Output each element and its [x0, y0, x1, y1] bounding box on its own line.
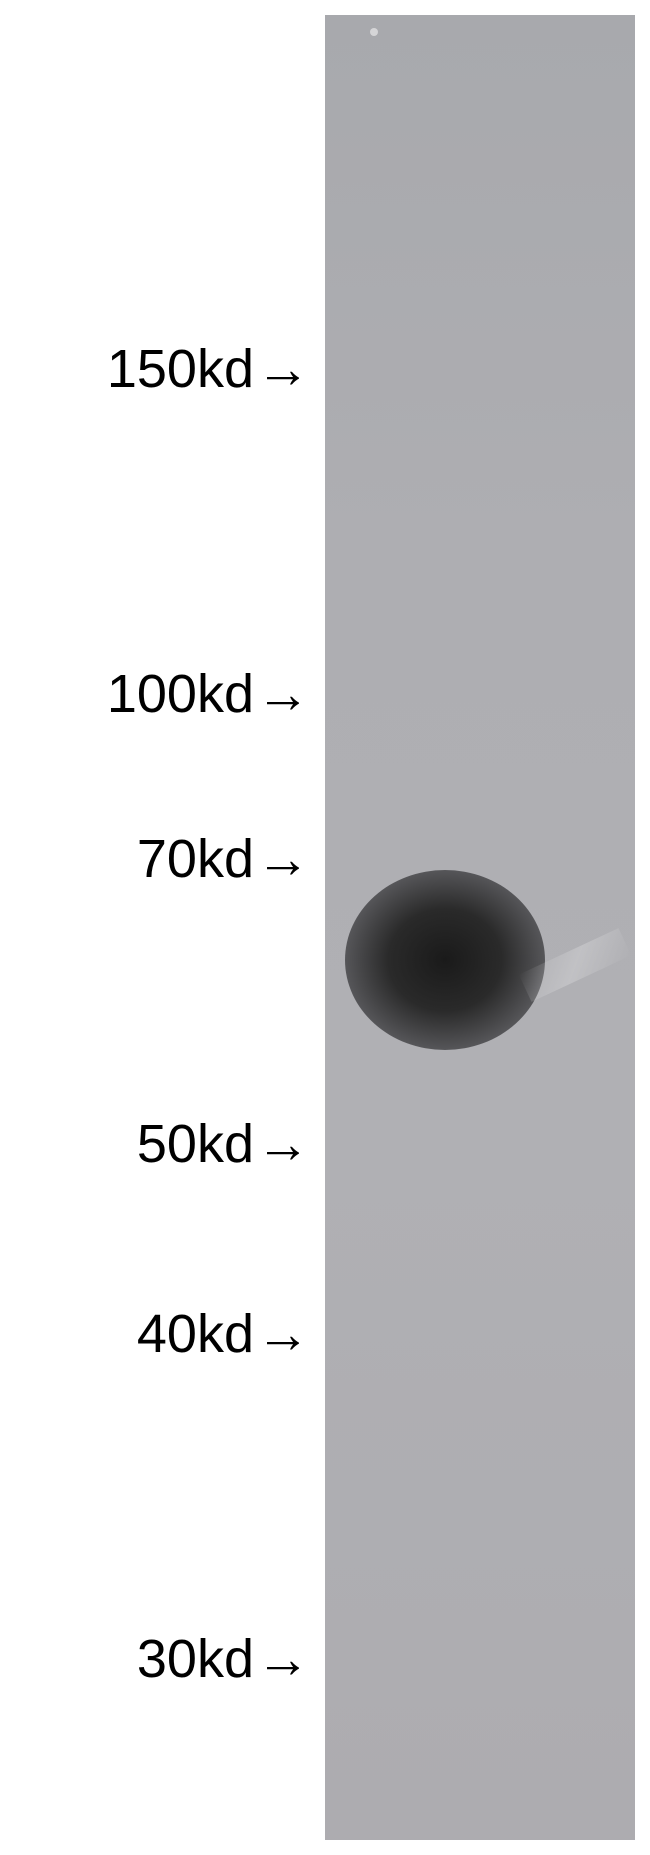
arrow-icon: → — [256, 338, 310, 400]
marker-text: 40kd — [137, 1303, 254, 1365]
marker-text: 50kd — [137, 1113, 254, 1175]
arrow-icon: → — [256, 1628, 310, 1690]
lane-artifact — [370, 28, 378, 36]
marker-text: 150kd — [107, 338, 254, 400]
marker-label: 100kd→ — [107, 663, 310, 725]
marker-label: 150kd→ — [107, 338, 310, 400]
arrow-icon: → — [256, 1303, 310, 1365]
protein-band — [345, 870, 545, 1050]
marker-text: 100kd — [107, 663, 254, 725]
marker-label: 30kd→ — [137, 1628, 310, 1690]
arrow-icon: → — [256, 663, 310, 725]
marker-text: 30kd — [137, 1628, 254, 1690]
marker-label: 40kd→ — [137, 1303, 310, 1365]
arrow-icon: → — [256, 828, 310, 890]
arrow-icon: → — [256, 1113, 310, 1175]
marker-text: 70kd — [137, 828, 254, 890]
marker-label: 50kd→ — [137, 1113, 310, 1175]
marker-label: 70kd→ — [137, 828, 310, 890]
